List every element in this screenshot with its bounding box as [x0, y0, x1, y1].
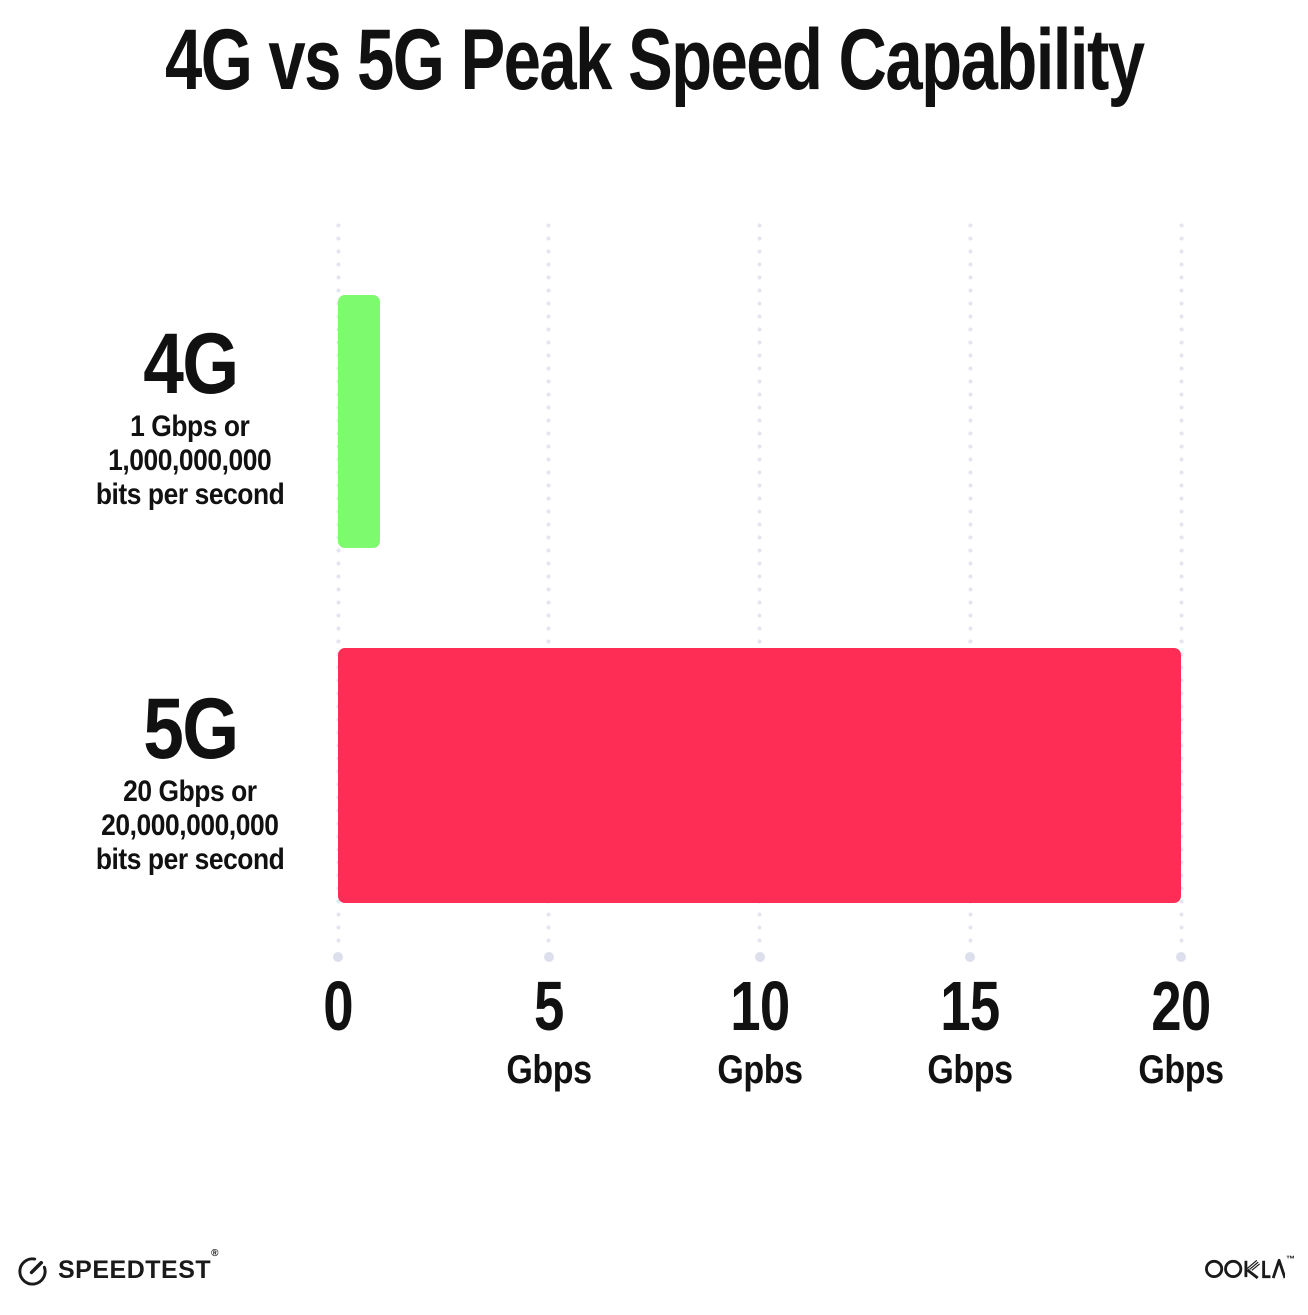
x-tick-number-0: 0	[319, 967, 357, 1045]
speedtest-wordmark: SPEEDTEST®	[58, 1248, 219, 1285]
row-desc-4g-line1: 1 Gbps or	[40, 410, 340, 444]
chart-title-text: 4G vs 5G Peak Speed Capability	[164, 12, 1145, 108]
gridline-5	[546, 222, 552, 948]
row-category-4g: 4G	[40, 318, 340, 410]
x-tick-number-text: 10	[729, 967, 790, 1045]
row-desc-5g-line1: 20 Gbps or	[40, 775, 340, 809]
row-desc-4g-line2-text: 1,000,000,000	[108, 444, 272, 477]
row-desc-4g-line3-text: bits per second	[95, 478, 285, 511]
x-tick-10: 10 Gpbs	[709, 967, 809, 1090]
row-label-5g: 5G 20 Gbps or 20,000,000,000 bits per se…	[40, 683, 340, 877]
x-tick-unit-10: Gpbs	[709, 1050, 809, 1090]
x-tick-0: 0	[319, 967, 357, 1045]
row-desc-5g-line1-text: 20 Gbps or	[123, 775, 257, 808]
x-tick-15: 15 Gbps	[920, 967, 1020, 1090]
x-tick-number-20: 20	[1131, 967, 1231, 1045]
ookla-trademark: ™	[1286, 1254, 1295, 1264]
ookla-wordmark-icon	[1205, 1258, 1285, 1280]
gridline-end-dot-5	[543, 952, 554, 962]
x-tick-number-text: 5	[533, 967, 564, 1045]
x-tick-unit-20: Gbps	[1131, 1050, 1231, 1090]
x-tick-unit-text: Gbps	[1138, 1048, 1224, 1092]
speedtest-label: SPEEDTEST	[58, 1256, 212, 1284]
row-category-5g-text: 5G	[142, 681, 239, 777]
x-tick-number-15: 15	[920, 967, 1020, 1045]
speedtest-trademark: ®	[211, 1248, 219, 1259]
row-desc-4g-line1-text: 1 Gbps or	[130, 410, 250, 443]
gridline-10	[757, 222, 762, 948]
row-desc-5g-line2: 20,000,000,000	[40, 809, 340, 843]
x-tick-number-5: 5	[499, 967, 599, 1045]
bar-5g	[338, 648, 1181, 903]
x-tick-number-text: 20	[1151, 967, 1211, 1045]
gridline-end-dot-15	[965, 952, 976, 962]
x-tick-number-text: 15	[940, 967, 1001, 1045]
x-tick-number-text: 0	[323, 967, 353, 1045]
x-tick-unit-5: Gbps	[499, 1050, 599, 1090]
x-tick-unit-text: Gbps	[927, 1048, 1014, 1092]
bar-4g	[338, 295, 380, 548]
x-tick-unit-15: Gbps	[920, 1050, 1020, 1090]
x-tick-unit-text: Gpbs	[716, 1048, 803, 1092]
gridline-20	[1178, 222, 1184, 948]
x-tick-5: 5 Gbps	[499, 967, 599, 1090]
row-desc-4g-line2: 1,000,000,000	[40, 444, 340, 478]
row-category-4g-text: 4G	[142, 316, 239, 412]
gridline-15	[967, 222, 973, 948]
row-label-4g: 4G 1 Gbps or 1,000,000,000 bits per seco…	[40, 318, 340, 512]
ookla-logo: ™	[1205, 1254, 1295, 1281]
row-desc-5g-line2-text: 20,000,000,000	[101, 809, 279, 842]
row-desc-5g-line3: bits per second	[40, 843, 340, 877]
row-category-5g: 5G	[40, 683, 340, 775]
x-tick-20: 20 Gbps	[1131, 967, 1231, 1090]
gridline-end-dot-10	[754, 952, 765, 962]
chart-title: 4G vs 5G Peak Speed Capability	[0, 16, 1308, 104]
speedtest-gauge-icon	[18, 1257, 47, 1286]
x-tick-number-10: 10	[709, 967, 809, 1045]
x-tick-unit-text: Gbps	[506, 1048, 592, 1092]
gridline-0	[335, 222, 341, 948]
gridline-end-dot-20	[1176, 952, 1186, 962]
row-desc-5g-line3-text: bits per second	[95, 843, 285, 876]
speedtest-logo: SPEEDTEST®	[16, 1248, 219, 1287]
gridline-end-dot-0	[333, 952, 343, 962]
row-desc-4g-line3: bits per second	[40, 478, 340, 512]
